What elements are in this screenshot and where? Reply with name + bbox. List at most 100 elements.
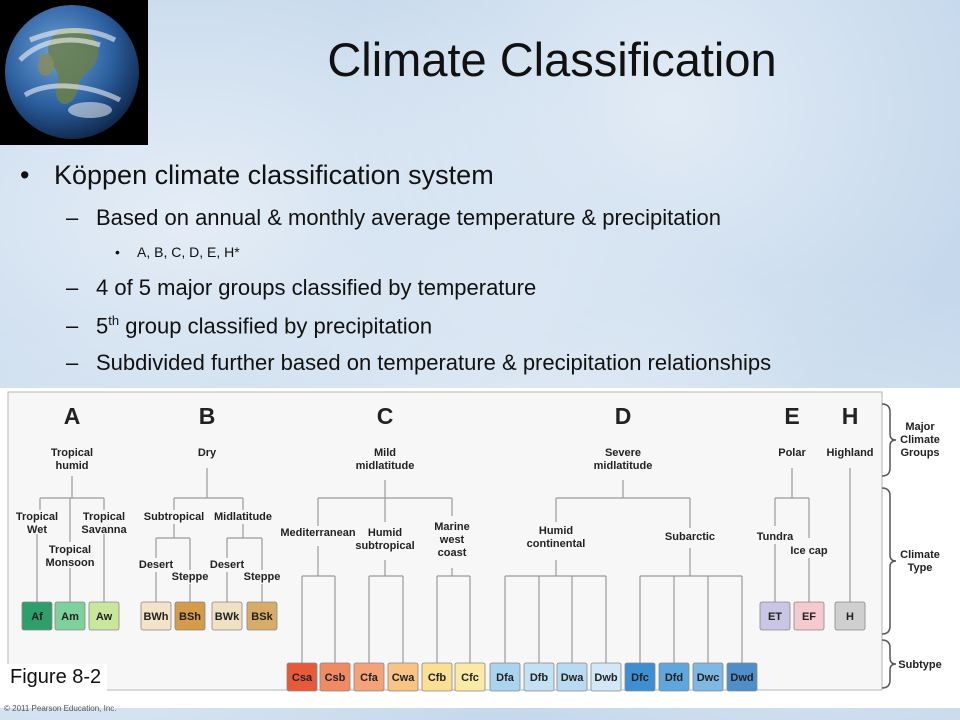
- subsubbullet-text: A, B, C, D, E, H*: [137, 244, 240, 260]
- subtype-code: BWh: [143, 611, 168, 623]
- subtype-box-cwa: Cwa: [387, 662, 419, 692]
- subtype-code: Af: [31, 611, 43, 623]
- group-name-h: Highland: [826, 447, 873, 459]
- subtype-box-cfb: Cfb: [421, 662, 453, 692]
- subtype-box-cfc: Cfc: [454, 662, 486, 692]
- dash-marker: –: [66, 313, 79, 338]
- group-letter-a: A: [64, 403, 81, 429]
- subtype-box-cfa: Cfa: [353, 662, 385, 692]
- subtype-code: Csb: [325, 672, 346, 684]
- subtype-box-aw: Aw: [88, 601, 120, 631]
- group-name-a: Tropical humid: [51, 447, 93, 472]
- subtype-box-dfc: Dfc: [624, 662, 656, 692]
- type-humid-subtropical: Humid subtropical: [355, 527, 414, 552]
- group-name-e: Polar: [778, 447, 806, 459]
- type-steppe: Steppe: [244, 571, 281, 583]
- dash-marker: –: [66, 205, 79, 230]
- subtype-box-dwc: Dwc: [692, 662, 724, 692]
- subtype-box-am: Am: [54, 601, 86, 631]
- subtype-code: Aw: [96, 611, 113, 623]
- bracket-climate-type: [881, 487, 897, 635]
- subtype-box-bwh: BWh: [140, 601, 172, 631]
- subtype-box-af: Af: [21, 601, 53, 631]
- subtype-box-et: ET: [759, 601, 791, 631]
- bullet-marker: •: [20, 160, 30, 190]
- subtype-code: EF: [802, 611, 816, 623]
- group-letter-d: D: [615, 403, 632, 429]
- type-tundra: Tundra: [757, 531, 794, 543]
- type-tropical-wet: Tropical Wet: [16, 511, 58, 536]
- group-letter-e: E: [784, 403, 799, 429]
- bracket-major-groups: [881, 403, 897, 477]
- subtype-box-bsk: BSk: [246, 601, 278, 631]
- subtype-box-bsh: BSh: [174, 601, 206, 631]
- subbullet-text: Subdivided further based on temperature …: [96, 350, 772, 375]
- subtype-code: Am: [61, 611, 79, 623]
- bullet-marker: •: [115, 244, 120, 260]
- subtype-code: Cfb: [428, 672, 447, 684]
- subtype-code: Cfa: [360, 672, 379, 684]
- slide-title: Climate Classification: [327, 33, 777, 86]
- subtype-code: Dfd: [665, 672, 683, 684]
- subtype-box-h: H: [834, 601, 866, 631]
- group-letter-b: B: [199, 403, 216, 429]
- bullet-list: • Köppen climate classification system –…: [20, 160, 772, 375]
- subbullet-text: Based on annual & monthly average temper…: [96, 205, 721, 230]
- type-desert: Desert: [139, 559, 174, 571]
- type-marine-west-coast: Marine west coast: [434, 521, 469, 559]
- group-name-d: Severe midlatitude: [594, 447, 653, 472]
- type-desert: Desert: [210, 559, 245, 571]
- subtype-box-dfa: Dfa: [489, 662, 521, 692]
- dash-marker: –: [66, 350, 79, 375]
- type-subtropical: Subtropical: [144, 511, 205, 523]
- koppen-classification-figure: A B C D E H Tropical humid Dry Mild midlatitude Sev…: [0, 388, 960, 708]
- earth-globe-image: [0, 0, 148, 145]
- subtype-code: Csa: [292, 672, 313, 684]
- figure-frame: [7, 391, 883, 691]
- ordinal-number: 5: [96, 313, 109, 339]
- group-letter-h: H: [842, 403, 859, 429]
- group-name-b: Dry: [198, 447, 217, 459]
- subtype-code: Cfc: [461, 672, 479, 684]
- subtype-box-dwa: Dwa: [556, 662, 588, 692]
- subtype-code: Dwb: [594, 672, 618, 684]
- subtype-box-ef: EF: [793, 601, 825, 631]
- subtype-code: Dfa: [496, 672, 515, 684]
- bullet-text: Köppen climate classification system: [54, 160, 494, 190]
- subtype-code: BSh: [179, 611, 201, 623]
- type-mediterranean: Mediterranean: [280, 527, 355, 539]
- type-humid-continental: Humid continental: [527, 525, 586, 550]
- subtype-box-bwk: BWk: [211, 601, 243, 631]
- subtype-code: Dwd: [730, 672, 753, 684]
- subtype-box-dfb: Dfb: [523, 662, 555, 692]
- type-ice-cap: Ice cap: [790, 545, 828, 557]
- subtype-code: Dfb: [530, 672, 549, 684]
- type-tropical-savanna: Tropical Savanna: [81, 511, 127, 536]
- subtype-box-dwb: Dwb: [590, 662, 622, 692]
- subtype-code: BWk: [215, 611, 240, 623]
- subtype-box-csb: Csb: [319, 662, 351, 692]
- subtype-code: BSk: [251, 611, 273, 623]
- side-label-subtype: Subtype: [898, 659, 941, 671]
- subtype-code: Dwc: [697, 672, 720, 684]
- subtype-box-csa: Csa: [286, 662, 318, 692]
- subtype-code: Cwa: [392, 672, 416, 684]
- group-letter-c: C: [377, 403, 394, 429]
- type-steppe: Steppe: [172, 571, 209, 583]
- subtype-box-dwd: Dwd: [726, 662, 758, 692]
- subbullet-text: 4 of 5 major groups classified by temper…: [96, 275, 537, 300]
- subtype-box-dfd: Dfd: [658, 662, 690, 692]
- copyright-text: © 2011 Pearson Education, Inc.: [4, 704, 117, 713]
- subtype-code: Dfc: [631, 672, 649, 684]
- group-name-c: Mild midlatitude: [356, 447, 415, 472]
- subtype-code: H: [846, 611, 854, 623]
- side-label-major-climate-groups: Major Climate Groups: [900, 421, 940, 459]
- type-midlatitude: Midlatitude: [214, 511, 272, 523]
- subbullet-rest: group classified by precipitation: [119, 313, 433, 339]
- type-tropical-monsoon: Tropical Monsoon: [46, 544, 95, 569]
- type-subarctic: Subarctic: [665, 531, 715, 543]
- ordinal-suffix: th: [108, 313, 120, 328]
- bracket-subtype: [881, 639, 897, 689]
- subtype-code: Dwa: [561, 672, 585, 684]
- koppen-tree-diagram: A B C D E H Tropical humid Dry Mild midlatitude Sev…: [7, 391, 942, 692]
